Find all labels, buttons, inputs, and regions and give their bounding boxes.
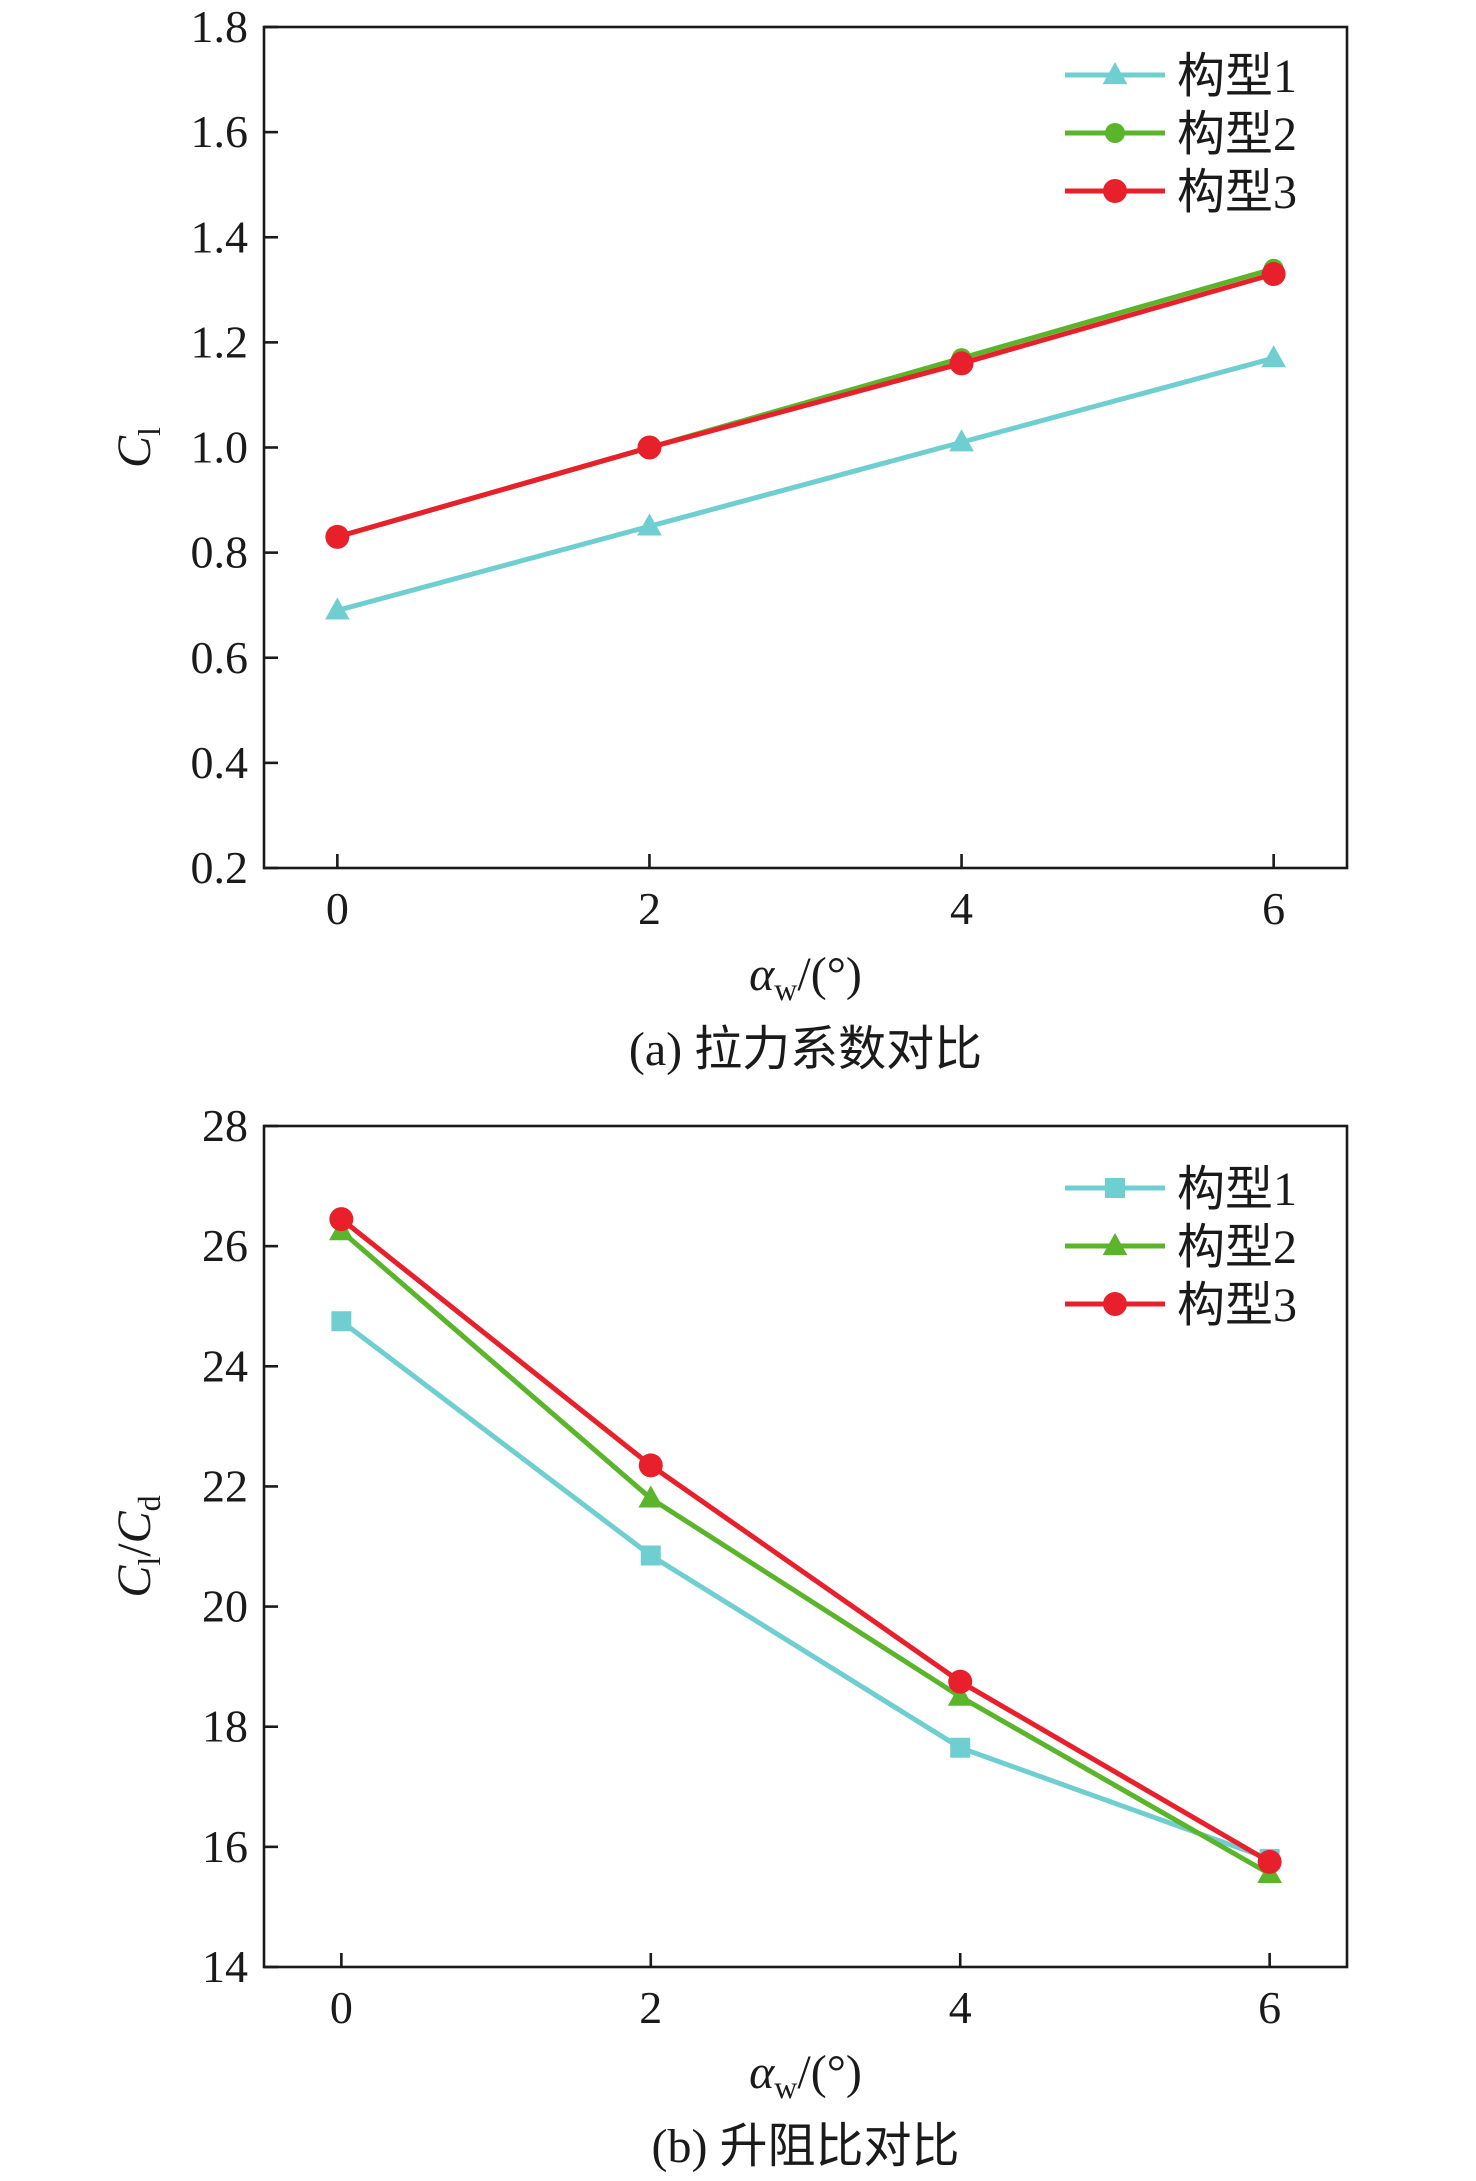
y-axis-symbol: C xyxy=(108,1565,161,1598)
x-axis-symbol: α xyxy=(749,2046,775,2099)
series-line xyxy=(336,355,1275,613)
y-axis-symbol-2: C xyxy=(108,1510,161,1543)
legend-label: 构型1 xyxy=(1177,50,1297,103)
series-构型1 xyxy=(324,345,1287,620)
y-tick-label: 0.6 xyxy=(191,632,249,683)
y-tick-label: 0.4 xyxy=(191,737,249,788)
x-axis-unit: /(°) xyxy=(797,2046,862,2099)
legend-marker xyxy=(1103,179,1127,203)
x-axis-label: αw/(°) xyxy=(749,948,862,1007)
legend-marker xyxy=(1103,1292,1127,1316)
y-axis-label: Cl xyxy=(108,427,167,468)
data-point xyxy=(950,1737,971,1758)
series-line xyxy=(339,1229,1271,1877)
y-axis-subscript: l xyxy=(131,427,167,436)
data-point xyxy=(325,524,350,549)
y-tick-label: 1.8 xyxy=(191,1,249,52)
y-tick-label: 1.0 xyxy=(191,422,249,473)
legend-label: 构型2 xyxy=(1177,108,1297,161)
x-axis-symbol: α xyxy=(749,948,775,1001)
x-tick-label: 4 xyxy=(950,883,973,934)
series-line xyxy=(339,1319,1271,1862)
legend-marker xyxy=(1105,123,1125,143)
data-point xyxy=(637,435,662,460)
x-tick-label: 2 xyxy=(638,883,661,934)
y-tick-label: 1.4 xyxy=(191,211,249,262)
series-构型3 xyxy=(329,1207,1282,1874)
data-point xyxy=(329,1207,354,1232)
y-tick-label: 14 xyxy=(202,1941,248,1992)
data-point xyxy=(1257,1849,1282,1874)
series-构型2 xyxy=(327,258,1284,547)
y-tick-label: 1.6 xyxy=(191,106,249,157)
x-axis-unit: /(°) xyxy=(797,948,862,1001)
x-tick-label: 0 xyxy=(326,883,349,934)
x-tick-label: 4 xyxy=(949,1982,972,2033)
x-tick-label: 0 xyxy=(330,1982,353,2033)
legend-label: 构型2 xyxy=(1177,1221,1297,1274)
data-point xyxy=(948,1669,973,1694)
panel-caption: (b) 升阻比对比 xyxy=(652,2120,960,2173)
data-point xyxy=(947,1683,973,1706)
y-tick-label: 20 xyxy=(202,1581,248,1632)
y-tick-label: 26 xyxy=(202,1220,248,1271)
data-point xyxy=(637,513,662,536)
data-point xyxy=(1261,345,1287,368)
series-构型3 xyxy=(325,262,1286,549)
y-axis-subscript-2: d xyxy=(131,1495,167,1511)
y-axis-label: Cl/Cd xyxy=(108,1495,167,1597)
y-tick-label: 22 xyxy=(202,1460,248,1511)
data-point xyxy=(331,1311,352,1332)
y-tick-label: 28 xyxy=(202,1100,248,1151)
legend-marker xyxy=(1102,1233,1128,1256)
data-point xyxy=(324,597,350,620)
plot-area-frame xyxy=(262,1124,1349,1969)
y-tick-label: 0.2 xyxy=(191,842,249,893)
series-line xyxy=(339,1217,1271,1865)
y-tick-label: 24 xyxy=(202,1340,248,1391)
y-axis-subscript: l xyxy=(131,1557,167,1566)
x-tick-label: 6 xyxy=(1258,1982,1281,2033)
x-tick-label: 2 xyxy=(639,1982,662,2033)
x-axis-subscript: w xyxy=(774,971,797,1007)
x-axis-label: αw/(°) xyxy=(749,2046,862,2105)
data-point xyxy=(949,351,974,376)
y-tick-label: 1.2 xyxy=(191,316,249,367)
legend-marker xyxy=(1102,62,1128,85)
data-point xyxy=(638,1453,663,1478)
data-point xyxy=(638,1485,664,1508)
y-axis-symbol: C xyxy=(108,435,161,468)
y-tick-label: 16 xyxy=(202,1821,248,1872)
data-point xyxy=(1261,262,1286,287)
x-axis-subscript: w xyxy=(774,2069,797,2105)
x-tick-label: 6 xyxy=(1262,883,1285,934)
y-axis-divider: / xyxy=(108,1543,161,1557)
panel-a-lift-coefficient: 0.2 0.4 0.6 0.8 1.0 1.2 1.4 1.6 1.8 0 2 4 6 αw/(°) Cl 构… xyxy=(108,1,1349,1076)
legend-marker xyxy=(1105,1178,1125,1198)
legend-label: 构型3 xyxy=(1177,1279,1297,1332)
legend-label: 构型3 xyxy=(1177,166,1297,219)
y-tick-label: 18 xyxy=(202,1701,248,1752)
panel-caption: (a) 拉力系数对比 xyxy=(629,1023,982,1076)
series-line xyxy=(336,271,1275,540)
data-point xyxy=(640,1545,661,1566)
data-point xyxy=(949,429,974,452)
legend-label: 构型1 xyxy=(1177,1163,1297,1216)
y-tick-label: 0.8 xyxy=(191,527,249,578)
